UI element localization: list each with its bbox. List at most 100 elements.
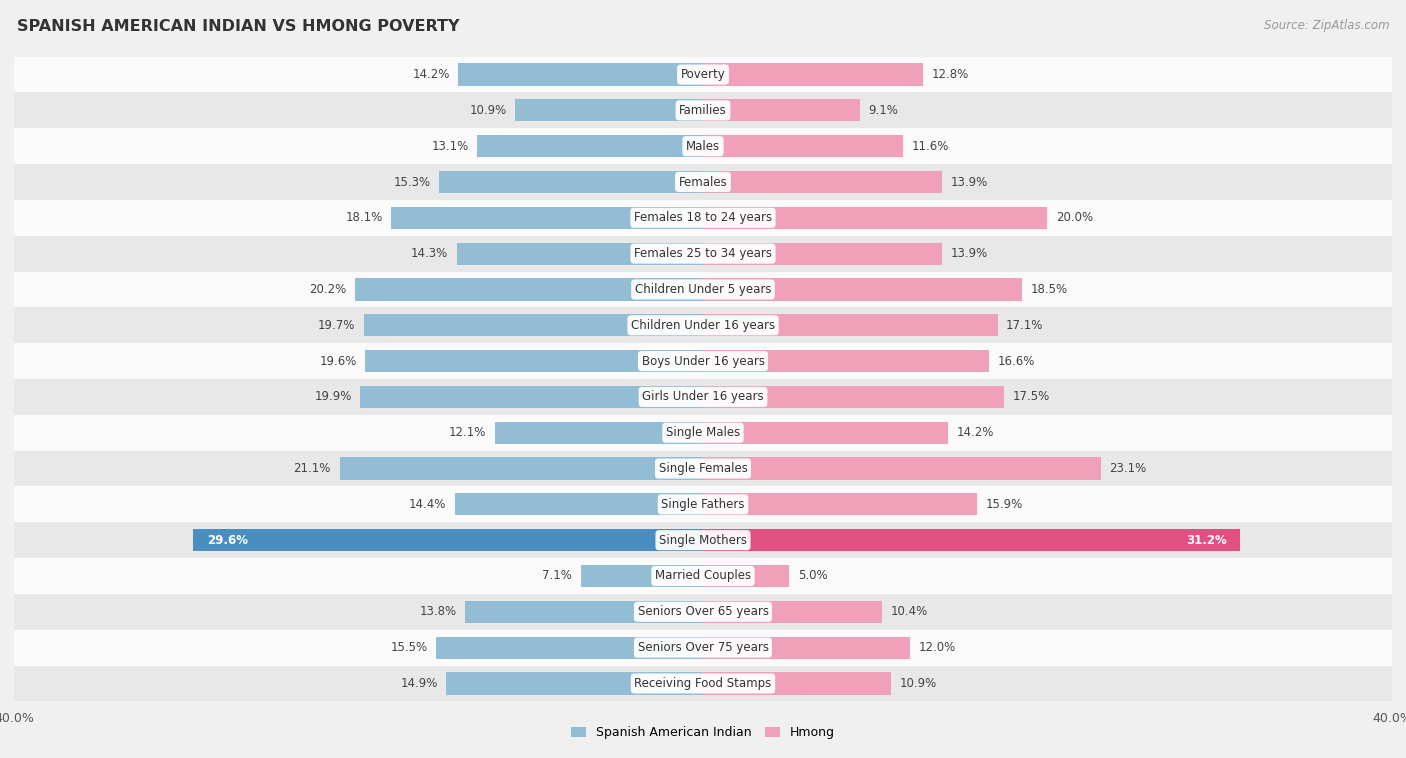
Text: Single Males: Single Males [666, 426, 740, 439]
Bar [340, 457, 703, 480]
Bar [14, 594, 1392, 630]
Text: Married Couples: Married Couples [655, 569, 751, 582]
Bar [703, 386, 1004, 408]
Bar [703, 171, 942, 193]
Bar [581, 565, 703, 587]
Bar [457, 243, 703, 265]
Text: Females: Females [679, 176, 727, 189]
Bar [14, 415, 1392, 451]
Text: 11.6%: 11.6% [911, 139, 949, 152]
Text: 15.5%: 15.5% [391, 641, 427, 654]
Text: 5.0%: 5.0% [797, 569, 827, 582]
Bar [446, 672, 703, 694]
Bar [360, 386, 703, 408]
Bar [703, 135, 903, 158]
Bar [14, 487, 1392, 522]
Bar [703, 529, 1240, 551]
Bar [14, 343, 1392, 379]
Bar [436, 637, 703, 659]
Text: 14.2%: 14.2% [412, 68, 450, 81]
Text: 7.1%: 7.1% [543, 569, 572, 582]
Bar [14, 522, 1392, 558]
Text: Children Under 5 years: Children Under 5 years [634, 283, 772, 296]
Bar [14, 92, 1392, 128]
Bar [14, 307, 1392, 343]
Text: 16.6%: 16.6% [997, 355, 1035, 368]
Text: Single Fathers: Single Fathers [661, 498, 745, 511]
Text: SPANISH AMERICAN INDIAN VS HMONG POVERTY: SPANISH AMERICAN INDIAN VS HMONG POVERTY [17, 19, 460, 34]
Text: 31.2%: 31.2% [1185, 534, 1226, 547]
Bar [193, 529, 703, 551]
Text: Girls Under 16 years: Girls Under 16 years [643, 390, 763, 403]
Bar [440, 171, 703, 193]
Text: Females 18 to 24 years: Females 18 to 24 years [634, 211, 772, 224]
Text: Males: Males [686, 139, 720, 152]
Text: Source: ZipAtlas.com: Source: ZipAtlas.com [1264, 19, 1389, 32]
Text: 13.9%: 13.9% [950, 176, 988, 189]
Bar [703, 421, 948, 444]
Bar [703, 99, 859, 121]
Text: 10.9%: 10.9% [470, 104, 506, 117]
Bar [703, 314, 997, 337]
Bar [703, 565, 789, 587]
Text: Single Females: Single Females [658, 462, 748, 475]
Legend: Spanish American Indian, Hmong: Spanish American Indian, Hmong [567, 722, 839, 744]
Text: 29.6%: 29.6% [207, 534, 247, 547]
Bar [703, 672, 891, 694]
Text: 15.3%: 15.3% [394, 176, 430, 189]
Bar [515, 99, 703, 121]
Bar [703, 350, 988, 372]
Text: 20.0%: 20.0% [1056, 211, 1094, 224]
Bar [14, 236, 1392, 271]
Text: 10.9%: 10.9% [900, 677, 936, 690]
Bar [14, 128, 1392, 164]
Text: 18.5%: 18.5% [1031, 283, 1067, 296]
Bar [703, 600, 882, 623]
Text: 15.9%: 15.9% [986, 498, 1022, 511]
Bar [703, 64, 924, 86]
Text: 18.1%: 18.1% [346, 211, 382, 224]
Bar [703, 493, 977, 515]
Bar [495, 421, 703, 444]
Text: 12.1%: 12.1% [449, 426, 486, 439]
Bar [14, 630, 1392, 666]
Bar [14, 57, 1392, 92]
Bar [356, 278, 703, 301]
Bar [703, 637, 910, 659]
Text: 13.8%: 13.8% [419, 606, 457, 619]
Text: 10.4%: 10.4% [891, 606, 928, 619]
Text: Poverty: Poverty [681, 68, 725, 81]
Text: 14.9%: 14.9% [401, 677, 437, 690]
Bar [458, 64, 703, 86]
Text: 12.8%: 12.8% [932, 68, 969, 81]
Bar [456, 493, 703, 515]
Bar [14, 164, 1392, 200]
Text: Children Under 16 years: Children Under 16 years [631, 319, 775, 332]
Text: Seniors Over 65 years: Seniors Over 65 years [637, 606, 769, 619]
Text: Receiving Food Stamps: Receiving Food Stamps [634, 677, 772, 690]
Text: Families: Families [679, 104, 727, 117]
Text: 21.1%: 21.1% [294, 462, 330, 475]
Bar [14, 379, 1392, 415]
Bar [478, 135, 703, 158]
Bar [14, 666, 1392, 701]
Text: 23.1%: 23.1% [1109, 462, 1147, 475]
Text: 13.9%: 13.9% [950, 247, 988, 260]
Text: 19.9%: 19.9% [315, 390, 352, 403]
Bar [14, 271, 1392, 307]
Text: 17.5%: 17.5% [1012, 390, 1050, 403]
Text: Single Mothers: Single Mothers [659, 534, 747, 547]
Text: 17.1%: 17.1% [1007, 319, 1043, 332]
Text: 19.6%: 19.6% [319, 355, 357, 368]
Bar [391, 207, 703, 229]
Text: 9.1%: 9.1% [869, 104, 898, 117]
Text: 14.2%: 14.2% [956, 426, 994, 439]
Bar [366, 350, 703, 372]
Text: 14.4%: 14.4% [409, 498, 446, 511]
Text: 14.3%: 14.3% [411, 247, 449, 260]
Bar [364, 314, 703, 337]
Bar [703, 457, 1101, 480]
Text: 19.7%: 19.7% [318, 319, 356, 332]
Text: 13.1%: 13.1% [432, 139, 468, 152]
Text: 12.0%: 12.0% [918, 641, 956, 654]
